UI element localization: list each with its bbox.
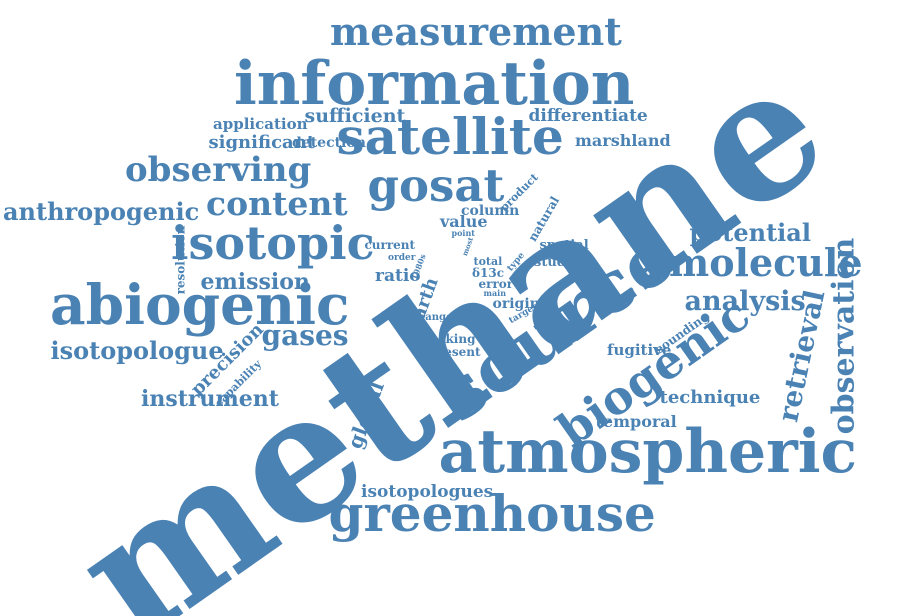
word-satellite: satellite xyxy=(336,107,564,166)
word-marshland: marshland xyxy=(575,131,671,150)
word-gases: gases xyxy=(261,319,349,352)
word-current: current xyxy=(364,238,416,252)
word-abiogenic: abiogenic xyxy=(50,271,350,337)
word-potential: potential xyxy=(689,218,811,247)
word-origin: origin xyxy=(492,296,540,312)
word-present: present xyxy=(429,345,481,359)
word-point: point xyxy=(451,228,475,238)
word-information: information xyxy=(234,49,635,119)
word-instrument: instrument xyxy=(141,386,279,412)
word-emission: emission xyxy=(200,269,310,295)
word-technique: technique xyxy=(659,387,761,408)
word-total: total xyxy=(473,254,503,268)
word-application: application xyxy=(213,114,308,133)
word-column: column xyxy=(461,203,520,219)
word-analysis: analysis xyxy=(684,285,806,317)
word-ratio: ratio xyxy=(375,265,421,286)
word-isotopic: isotopic xyxy=(171,216,375,270)
word-gosat: gosat xyxy=(367,158,505,212)
word-measurement: measurement xyxy=(330,9,622,54)
word-atmospheric: atmospheric xyxy=(438,417,858,487)
word-resolution: resolution xyxy=(172,225,187,295)
word-significant: significant xyxy=(208,132,316,153)
word-anthropogenic: anthropogenic xyxy=(3,197,200,226)
word-temporal: temporal xyxy=(595,412,677,431)
word-spatial: spatial xyxy=(539,237,589,253)
word-order: order xyxy=(388,252,416,263)
word-greenhouse: greenhouse xyxy=(328,484,656,543)
word-isotopologue: isotopologue xyxy=(50,336,224,365)
word-delta13c: δ13c xyxy=(472,266,505,280)
word-differentiate: differentiate xyxy=(528,105,648,126)
word-making: making xyxy=(425,332,476,346)
word-fugitive: fugitive xyxy=(607,340,672,359)
word-observation: observation xyxy=(825,237,861,435)
word-studies: studies xyxy=(534,254,587,270)
word-content: content xyxy=(206,183,348,223)
word-sufficient: sufficient xyxy=(304,104,406,127)
word-detection: detection xyxy=(292,135,366,151)
word-value: value xyxy=(440,212,488,231)
word-molecule: molecule xyxy=(669,240,863,285)
word-error: error xyxy=(478,277,514,291)
word-main: main xyxy=(483,288,507,298)
word-isotopologues: isotopologues xyxy=(361,481,494,502)
word-observing: observing xyxy=(125,150,312,190)
word-range: range xyxy=(420,312,453,323)
